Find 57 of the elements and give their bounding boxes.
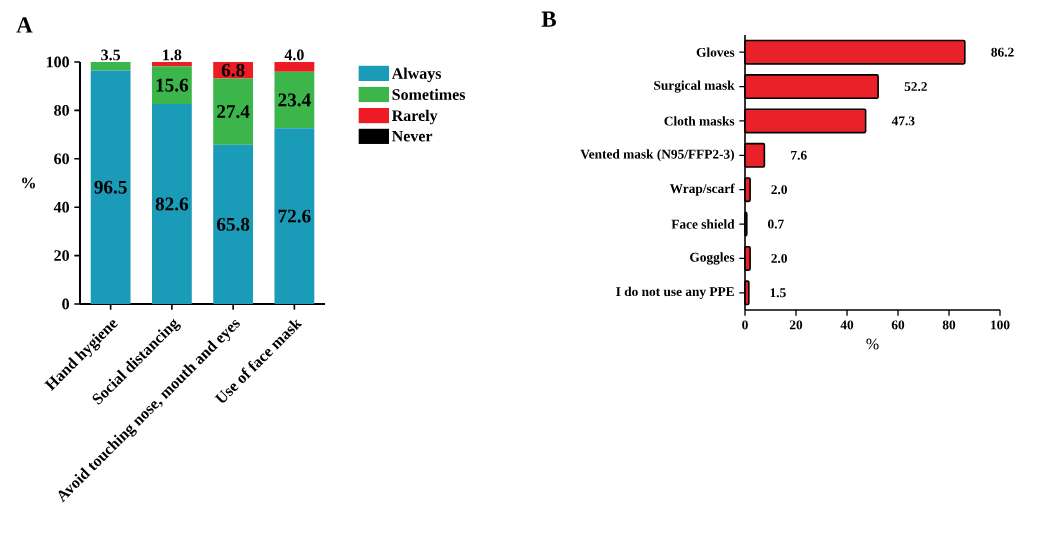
y-tick-label: Goggles [690,252,735,265]
y-tick-label: 40 [53,201,69,213]
data-label: 1.5 [770,288,786,298]
legend-label: Never [392,130,433,142]
x-axis-title: % [866,338,879,350]
data-label: 1.8 [163,49,182,61]
y-tick-label: I do not use any PPE [616,286,734,299]
data-label: 0.7 [768,219,784,229]
y-tick-label: Wrap/scarf [669,183,735,196]
data-label: 2.0 [771,253,787,263]
y-tick-label: 60 [54,153,69,165]
y-tick-label: Cloth masks [664,116,735,126]
y-tick-label: 100 [46,56,69,68]
y-tick-label: Vented mask (N95/FFP2-3) [580,149,735,162]
y-tick-label: Face shield [671,219,735,229]
text: B [541,11,556,27]
bar [213,144,254,304]
legend-label: Sometimes [392,88,466,100]
data-label: 23.4 [278,93,311,107]
y-axis-title: % [22,177,35,189]
y-tick-label: Surgical mask [654,80,735,93]
bar [274,71,315,129]
data-label: 4.0 [284,49,304,61]
data-label: 27.4 [217,105,250,119]
bar [151,61,192,67]
data-label: 72.6 [278,209,311,223]
data-label: 7.6 [791,150,807,160]
x-tick-label: 100 [991,320,1010,330]
y-tick-label: 20 [54,250,69,261]
data-label: 52.2 [904,82,927,92]
data-label: 6.8 [221,63,245,77]
data-label: 3.5 [101,49,121,61]
bar [151,66,192,105]
legend-label: Always [391,67,442,83]
y-tick-label: Gloves [696,47,735,57]
x-tick-label: 20 [789,320,803,330]
legend-label: Rarely [391,109,438,125]
bar [213,78,254,145]
bar [274,128,315,304]
y-tick-label: 0 [62,298,69,310]
bar [274,61,315,72]
data-label: 15.6 [156,78,189,92]
data-label: 86.2 [991,47,1014,57]
x-tick-label: 60 [891,320,905,330]
x-tick-label: 40 [840,320,854,330]
bar [90,61,131,71]
data-label: 65.8 [216,217,250,231]
y-tick-label: 80 [54,104,69,116]
data-label: 47.3 [891,116,915,126]
data-label: 2.0 [771,185,787,195]
chart-title: A [16,17,33,33]
data-label: 96.5 [94,180,127,194]
data-label: 82.6 [155,197,189,211]
x-tick-label: 0 [742,320,748,330]
bar [90,70,131,304]
bar [151,104,192,304]
x-tick-label: 80 [942,320,956,330]
